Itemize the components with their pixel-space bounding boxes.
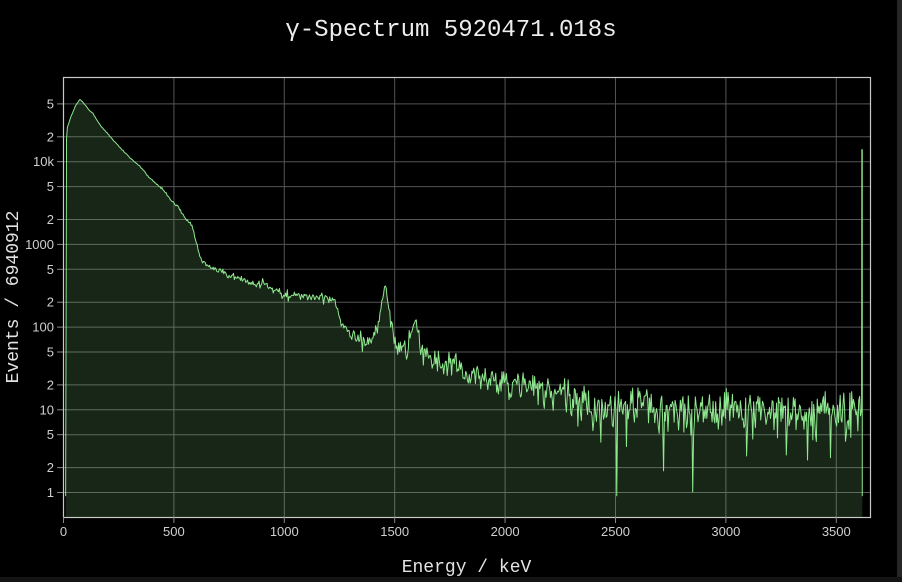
y-tick-label: 1000 [25,237,54,252]
y-tick-label: 2 [47,460,54,475]
y-tick-label: 2 [47,129,54,144]
y-tick-label: 2 [47,377,54,392]
x-axis-title: Energy / keV [401,558,532,578]
y-tick-label: 10 [40,402,54,417]
y-tick-label: 5 [47,179,54,194]
y-tick-label: 5 [47,344,54,359]
y-tick-label: 2 [47,212,54,227]
x-tick-label: 3000 [711,524,740,539]
x-tick-label: 3500 [822,524,851,539]
plot-border [62,76,872,519]
chart-title: γ-Spectrum 5920471.018s [285,17,617,44]
tick-marks [57,103,837,523]
y-tick-label: 10k [33,154,54,169]
right-edge-strip [897,0,902,582]
bottom-edge-strip [0,577,902,582]
gridlines [63,77,870,517]
x-tick-label: 1000 [270,524,299,539]
y-axis-title: Events / 6940912 [4,210,24,384]
x-tick-label: 0 [60,524,67,539]
x-tick-label: 500 [163,524,185,539]
y-tick-label: 5 [47,96,54,111]
tick-labels: 1 2 5 10 2 5 100 2 5 1000 2 5 10k 2 5 0 500 1000 1500 2000 2… [25,96,851,539]
y-tick-label: 1 [47,485,54,500]
x-tick-label: 2000 [491,524,520,539]
y-tick-label: 5 [47,427,54,442]
spectrum-fill [65,99,863,518]
x-tick-label: 2500 [601,524,630,539]
y-tick-label: 2 [47,295,54,310]
spectrum-line [65,98,863,497]
y-tick-label: 100 [32,320,54,335]
x-tick-label: 1500 [380,524,409,539]
y-tick-label: 5 [47,262,54,277]
